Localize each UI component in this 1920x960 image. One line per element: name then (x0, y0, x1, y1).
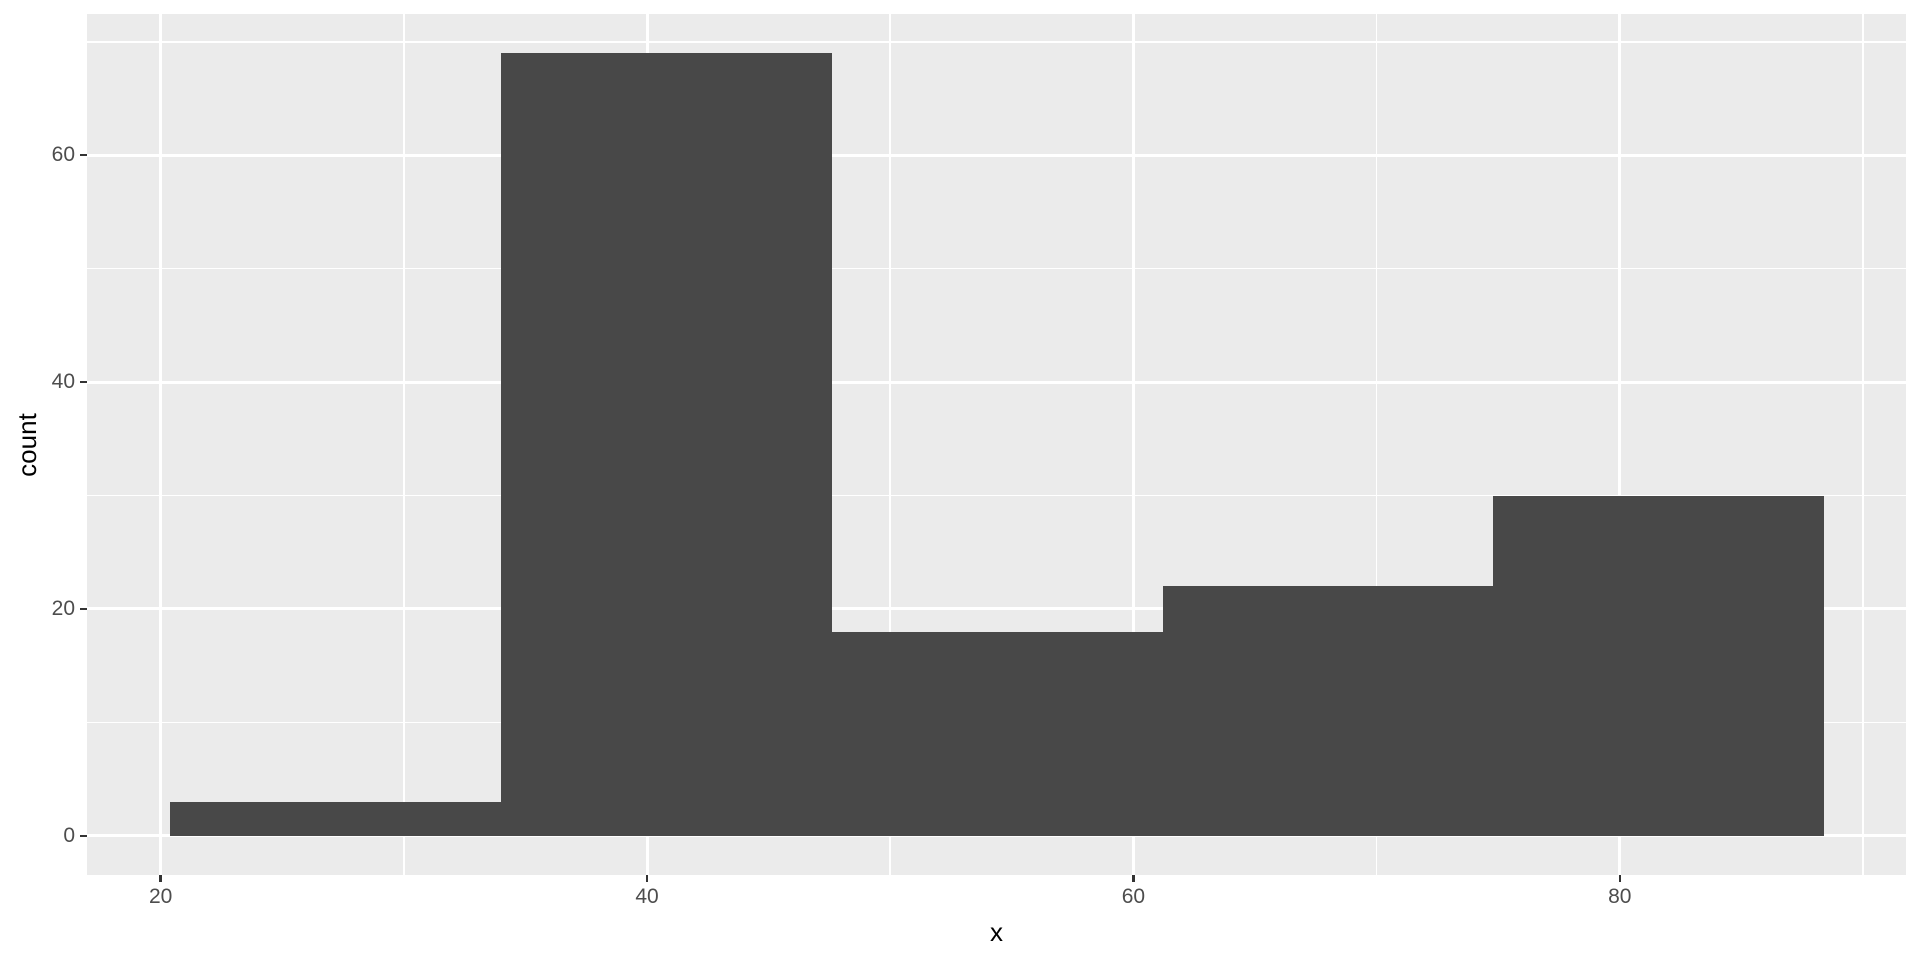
y-major-gridline (87, 153, 1906, 157)
y-tick-mark (80, 153, 87, 157)
y-major-gridline (87, 607, 1906, 611)
x-tick-mark (1618, 875, 1622, 882)
x-tick-mark (645, 875, 649, 882)
x-tick-mark (1132, 875, 1135, 882)
histogram-bar (501, 53, 832, 836)
x-minor-gridline (403, 14, 405, 875)
x-tick-label: 60 (1121, 885, 1146, 908)
y-tick-mark (80, 834, 87, 838)
x-minor-gridline (1862, 14, 1864, 875)
histogram-bar (1162, 586, 1494, 836)
y-tick-mark (80, 380, 87, 384)
histogram-bar (170, 801, 502, 836)
histogram-bar (831, 631, 1163, 836)
x-axis-title: x (990, 917, 1003, 947)
x-major-gridline (1131, 14, 1135, 875)
plot-panel (87, 14, 1906, 875)
y-tick-label: 20 (51, 596, 75, 620)
y-tick-label: 0 (63, 823, 75, 847)
y-tick-label: 40 (51, 370, 75, 394)
y-axis-title: count (12, 413, 42, 477)
x-tick-mark (159, 875, 162, 882)
x-major-gridline (1618, 14, 1622, 875)
y-tick-mark (80, 607, 87, 611)
y-major-gridline (87, 834, 1906, 838)
x-minor-gridline (889, 14, 892, 875)
y-minor-gridline (87, 494, 1906, 497)
x-tick-label: 40 (635, 885, 659, 908)
x-tick-label: 80 (1608, 885, 1632, 908)
y-major-gridline (87, 380, 1906, 384)
histogram-bar (1493, 495, 1825, 836)
x-minor-gridline (1375, 14, 1378, 875)
y-tick-label: 60 (51, 143, 75, 167)
x-tick-label: 20 (148, 885, 173, 908)
y-minor-gridline (87, 40, 1906, 43)
x-major-gridline (159, 14, 163, 875)
y-minor-gridline (87, 267, 1906, 270)
